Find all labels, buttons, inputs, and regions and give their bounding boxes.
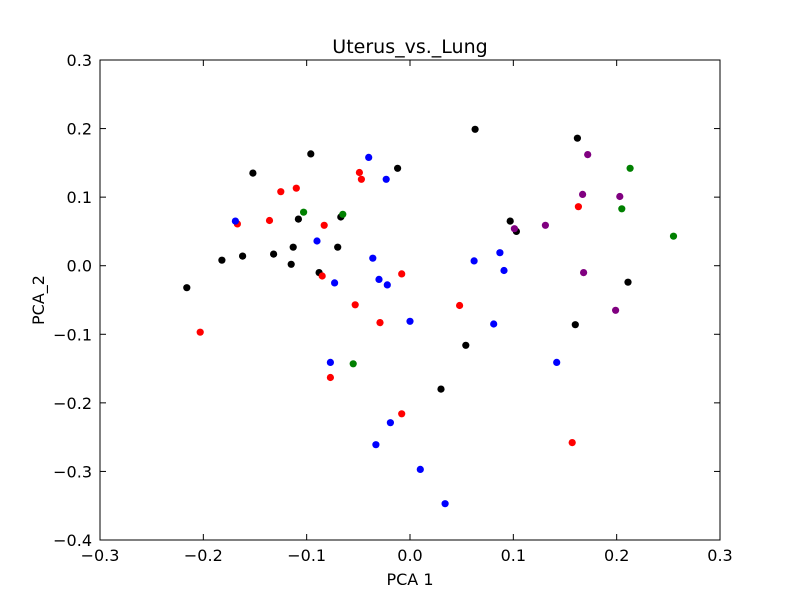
data-point	[239, 252, 247, 260]
x-tick-label: −0.2	[184, 546, 223, 565]
data-point	[375, 275, 383, 283]
data-point	[249, 169, 257, 177]
y-tick-label: 0.0	[67, 257, 92, 276]
data-point	[334, 243, 342, 251]
chart-title: Uterus_vs._Lung	[332, 36, 487, 58]
data-point	[571, 321, 579, 329]
data-point	[331, 279, 339, 287]
data-point	[553, 358, 561, 366]
data-point	[574, 203, 583, 211]
y-tick-label: −0.1	[53, 325, 92, 344]
data-point	[355, 168, 363, 177]
data-point	[490, 320, 498, 328]
x-tick-label: −0.1	[287, 546, 326, 565]
data-point	[506, 217, 514, 225]
data-point	[339, 210, 347, 218]
data-point	[406, 317, 414, 325]
data-point	[616, 192, 624, 201]
data-point	[462, 341, 470, 349]
data-point	[398, 270, 406, 278]
data-point	[456, 301, 464, 310]
data-point	[372, 441, 380, 449]
data-point	[369, 254, 377, 262]
data-point	[398, 410, 406, 418]
data-point	[618, 205, 626, 213]
data-point	[277, 188, 285, 196]
data-point	[470, 257, 478, 265]
data-point	[568, 439, 576, 447]
x-tick-label: 0.1	[501, 546, 526, 565]
data-point	[584, 151, 592, 159]
data-point	[326, 358, 334, 366]
data-point	[386, 419, 394, 427]
data-point	[318, 272, 326, 280]
data-point	[270, 250, 278, 258]
data-point	[365, 153, 373, 161]
data-point	[382, 175, 390, 183]
data-point	[326, 373, 334, 382]
data-point	[416, 465, 424, 473]
data-point	[579, 190, 587, 198]
ticks-layer: −0.3 −0.2 −0.1 0.0 0.1 0.2 0.3−0.4−0.3−0.2−0.1…	[53, 51, 733, 565]
data-point	[626, 164, 634, 172]
y-axis-label: PCA_2	[29, 275, 49, 325]
data-point	[351, 301, 359, 309]
data-point	[300, 208, 308, 216]
x-tick-label: 0.0	[397, 546, 422, 565]
data-point	[394, 164, 402, 172]
data-point	[500, 266, 508, 275]
data-point	[624, 278, 632, 286]
x-tick-label: 0.2	[604, 546, 629, 565]
data-point	[292, 184, 300, 192]
data-point	[196, 328, 204, 336]
y-tick-label: 0.3	[67, 51, 92, 70]
data-point	[231, 217, 239, 225]
data-point	[349, 360, 357, 368]
data-point	[183, 284, 191, 292]
data-point	[669, 232, 678, 240]
data-point	[287, 260, 295, 268]
y-tick-label: 0.1	[67, 188, 92, 207]
data-point	[376, 319, 384, 327]
data-point	[541, 221, 550, 229]
points-layer	[183, 125, 678, 508]
data-point	[437, 385, 445, 393]
data-point	[612, 306, 620, 314]
data-point	[294, 215, 302, 223]
data-point	[357, 175, 365, 183]
x-axis-label: PCA 1	[386, 570, 433, 589]
y-tick-label: −0.2	[53, 394, 92, 413]
data-point	[441, 500, 449, 508]
x-tick-label: 0.3	[707, 546, 732, 565]
data-point	[573, 134, 582, 142]
data-point	[496, 249, 504, 257]
y-tick-label: −0.3	[53, 462, 92, 481]
data-point	[383, 281, 391, 289]
data-point	[313, 237, 321, 245]
data-point	[307, 150, 315, 158]
data-point	[265, 216, 274, 225]
data-point	[471, 125, 479, 133]
data-point	[218, 256, 226, 264]
y-tick-label: 0.2	[67, 120, 92, 139]
data-point	[510, 225, 518, 233]
x-tick-label: −0.3	[81, 546, 120, 565]
data-point	[580, 269, 588, 277]
data-point	[289, 243, 297, 251]
y-tick-label: −0.4	[53, 531, 92, 550]
data-point	[320, 221, 328, 229]
